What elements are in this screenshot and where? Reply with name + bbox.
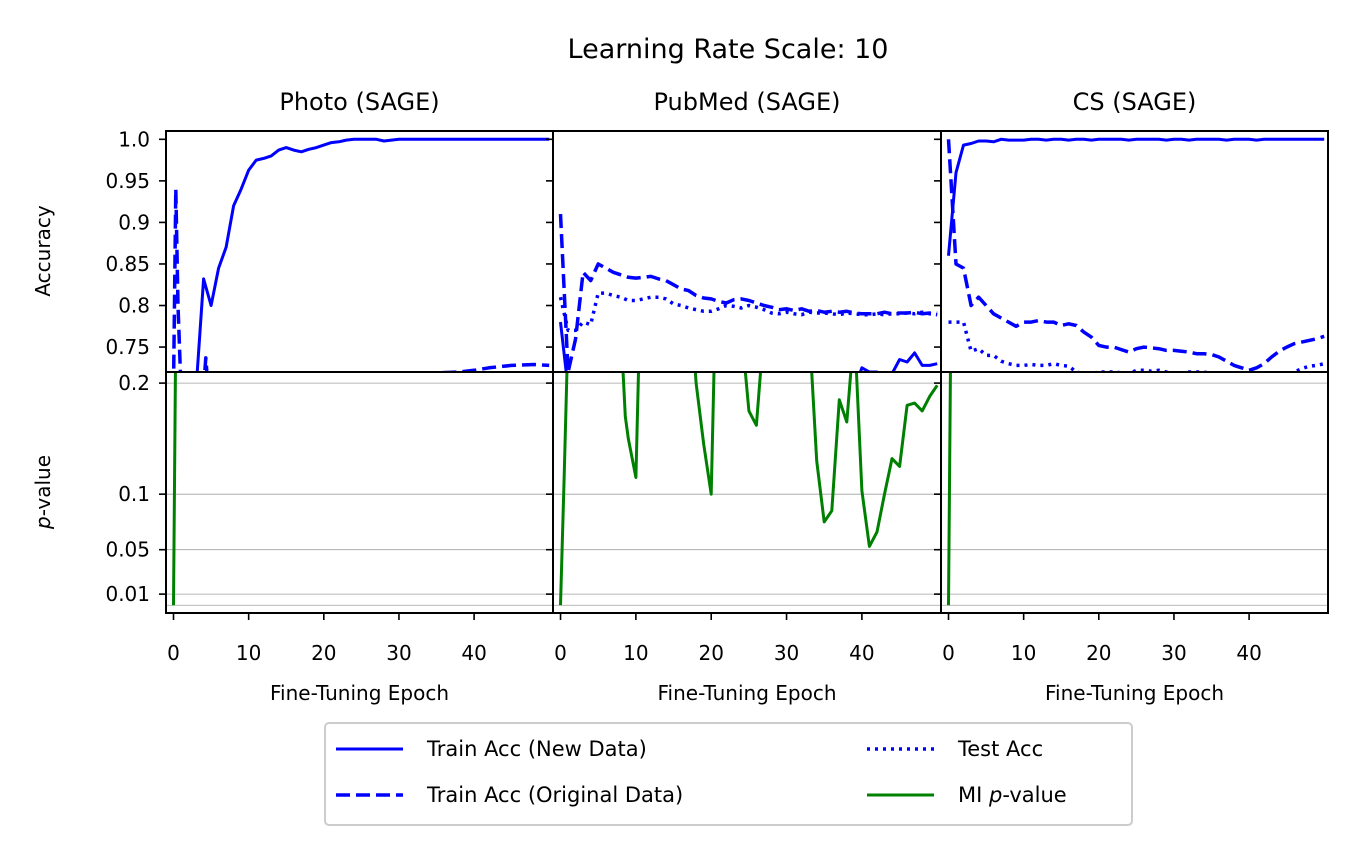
x-tick-label: 10	[623, 641, 648, 665]
p-tick-label: 0.2	[118, 371, 150, 395]
panel-title-photo: Photo (SAGE)	[279, 88, 439, 116]
accuracy-tick-labels: 1.0 0.95 0.9 0.85 0.8 0.75	[105, 127, 150, 359]
legend: Train Acc (New Data) Train Acc (Original…	[324, 722, 1133, 826]
panel-title-cs: CS (SAGE)	[1073, 88, 1197, 116]
series-test-acc-line	[948, 320, 1325, 372]
series-train-acc-original-data-line	[946, 139, 1325, 372]
acc-tick-label: 0.9	[118, 210, 150, 234]
accuracy-axis-label: Accuracy	[31, 205, 55, 296]
p-value-axis-label-p: p	[31, 516, 55, 530]
x-tick-label: 30	[774, 641, 799, 665]
legend-frame	[324, 722, 1133, 826]
x-tick-label: 20	[698, 641, 723, 665]
panel-title-pubmed: PubMed (SAGE)	[654, 88, 841, 116]
x-tick-label: 30	[386, 641, 411, 665]
accuracy-axes-frame	[552, 130, 942, 373]
acc-tick-label: 0.75	[105, 335, 150, 359]
series-test-acc-line	[558, 291, 938, 333]
acc-tick-label: 0.95	[105, 169, 150, 193]
p-value-axes-frame	[165, 371, 554, 614]
x-tick-label: 20	[311, 641, 336, 665]
x-tick-label: 10	[236, 641, 261, 665]
x-tick-label: 40	[461, 641, 486, 665]
legend-label-mi: MI p-value	[958, 783, 1067, 807]
series-train-acc-original-data-line	[558, 214, 938, 372]
acc-tick-label: 1.0	[118, 127, 150, 151]
series-train-acc-new-data-line	[559, 321, 938, 372]
x-axis-label-photo: Fine-Tuning Epoch	[270, 681, 449, 705]
acc-tick-label: 0.8	[118, 294, 150, 318]
p-tick-label: 0.1	[118, 482, 150, 506]
legend-label-mi-suffix: -value	[1002, 783, 1066, 807]
x-tick-label: 40	[1236, 641, 1261, 665]
legend-label-mi-prefix: MI	[958, 783, 989, 807]
x-tick-label: 0	[554, 641, 567, 665]
legend-label-test: Test Acc	[957, 737, 1043, 761]
x-tick-labels: 0 10 20 30 40 0 10 20 30 40 0 10 20 30 4…	[167, 641, 1262, 665]
p-tick-label: 0.01	[105, 582, 150, 606]
series-mi-p-value-line	[947, 372, 952, 606]
p-value-axes-frame	[552, 371, 942, 614]
p-value-axis-label-rest: -value	[31, 455, 55, 516]
p-value-tick-labels: 0.2 0.1 0.05 0.01	[105, 371, 150, 606]
series-train-acc-new-data-line	[195, 137, 550, 372]
p-value-axes-frame	[940, 371, 1329, 614]
x-tick-label: 40	[849, 641, 874, 665]
legend-label-mi-italic: p	[988, 783, 1002, 807]
x-axis-label-pubmed: Fine-Tuning Epoch	[657, 681, 836, 705]
p-tick-label: 0.05	[105, 538, 150, 562]
legend-label-train-new: Train Acc (New Data)	[426, 737, 647, 761]
x-axis-label-cs: Fine-Tuning Epoch	[1045, 681, 1224, 705]
accuracy-axes-frame	[940, 130, 1329, 373]
x-tick-label: 20	[1086, 641, 1111, 665]
x-tick-label: 10	[1011, 641, 1036, 665]
x-tick-label: 0	[942, 641, 955, 665]
legend-label-train-orig: Train Acc (Original Data)	[426, 783, 683, 807]
series-train-acc-new-data-line	[947, 137, 1325, 256]
x-tick-label: 0	[167, 641, 180, 665]
chart-marks	[159, 130, 1329, 620]
p-value-axis-label: p-value	[31, 455, 55, 530]
series-mi-p-value-line	[172, 372, 177, 606]
x-tick-label: 30	[1161, 641, 1186, 665]
series-mi-p-value-line	[559, 372, 939, 606]
acc-tick-label: 0.85	[105, 252, 150, 276]
figure-suptitle: Learning Rate Scale: 10	[568, 34, 889, 65]
